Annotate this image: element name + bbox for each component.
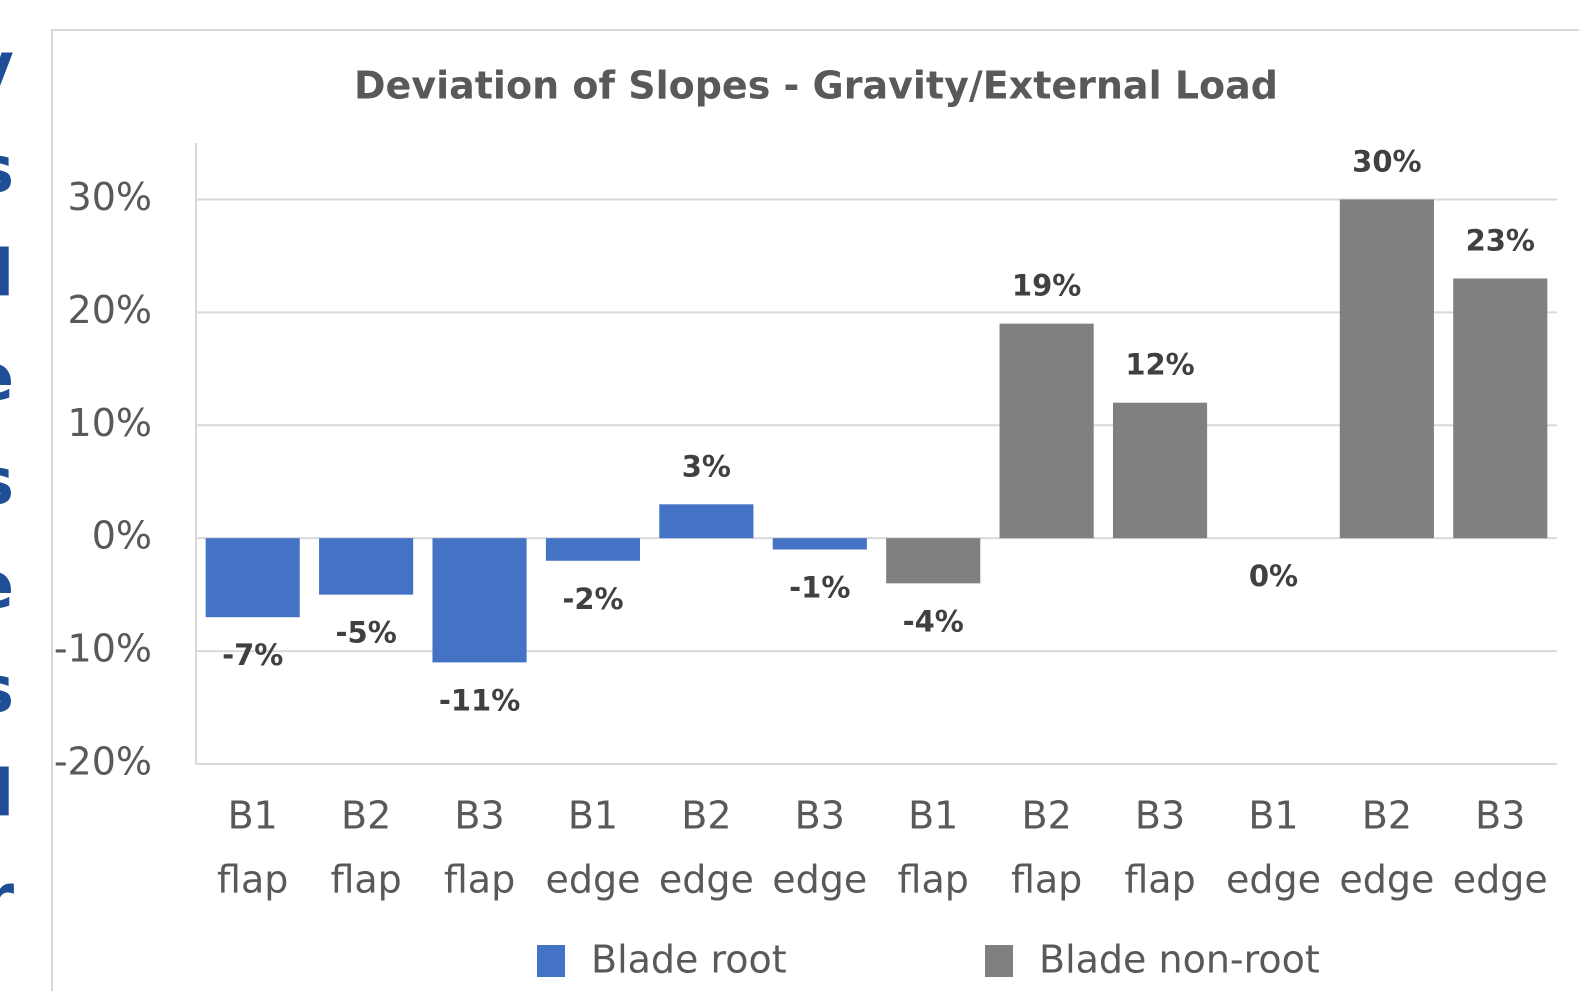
x-tick-label: edge <box>1339 858 1434 902</box>
x-tick-label: B3 <box>454 794 504 838</box>
side-text: s <box>0 654 14 728</box>
bar <box>432 538 527 663</box>
side-text: e <box>0 550 14 624</box>
y-tick-label: 0% <box>92 514 152 558</box>
y-tick-label: 10% <box>68 401 152 445</box>
bar <box>886 538 981 584</box>
side-text: r <box>0 862 14 936</box>
x-tick-label: flap <box>330 858 401 902</box>
value-label: -11% <box>439 683 520 717</box>
x-tick-label: B3 <box>1475 794 1525 838</box>
y-tick-label: -10% <box>54 627 152 671</box>
x-tick-label: edge <box>659 858 754 902</box>
x-tick-label: edge <box>1226 858 1321 902</box>
x-tick-label: B2 <box>1362 794 1412 838</box>
legend-swatch <box>537 945 565 977</box>
value-label: 12% <box>1125 348 1194 382</box>
value-label: -1% <box>789 570 850 604</box>
bar <box>205 538 300 618</box>
x-tick-label: edge <box>1453 858 1548 902</box>
value-label: -7% <box>222 638 283 672</box>
x-tick-label: flap <box>444 858 515 902</box>
value-label: -2% <box>562 582 623 616</box>
x-tick-label: flap <box>217 858 288 902</box>
x-tick-label: edge <box>772 858 867 902</box>
value-label: 19% <box>1012 269 1081 303</box>
side-text: e <box>0 342 14 416</box>
y-tick-label: 20% <box>68 288 152 332</box>
side-text: s <box>0 446 14 520</box>
chart-title: Deviation of Slopes - Gravity/External L… <box>354 64 1278 108</box>
legend-label: Blade root <box>591 938 787 982</box>
bar <box>772 538 867 550</box>
legend-swatch <box>985 945 1013 977</box>
bar <box>659 504 754 539</box>
value-label: 30% <box>1352 144 1421 178</box>
bar <box>545 538 641 561</box>
y-tick-label: -20% <box>54 740 152 784</box>
side-text: l <box>0 238 14 312</box>
x-tick-label: B2 <box>681 794 731 838</box>
bar <box>1453 278 1548 539</box>
x-tick-label: flap <box>898 858 969 902</box>
x-tick-label: edge <box>545 858 640 902</box>
x-tick-label: flap <box>1124 858 1195 902</box>
side-text: s <box>0 134 14 208</box>
x-tick-label: B1 <box>228 794 278 838</box>
value-label: 3% <box>682 449 731 483</box>
bar <box>1112 402 1208 539</box>
bar <box>999 323 1094 539</box>
x-tick-label: B1 <box>568 794 618 838</box>
x-tick-label: B1 <box>908 794 958 838</box>
x-tick-label: B3 <box>795 794 845 838</box>
side-text: y <box>0 30 14 104</box>
y-tick-label: 30% <box>68 175 152 219</box>
x-tick-label: flap <box>1011 858 1082 902</box>
x-tick-label: B2 <box>341 794 391 838</box>
value-label: 23% <box>1466 223 1535 257</box>
value-label: 0% <box>1249 559 1298 593</box>
legend-label: Blade non-root <box>1039 938 1320 982</box>
x-tick-label: B3 <box>1135 794 1185 838</box>
value-label: -5% <box>335 616 396 650</box>
bar <box>1339 199 1434 539</box>
x-tick-label: B2 <box>1022 794 1072 838</box>
value-label: -4% <box>903 604 964 638</box>
bar <box>319 538 414 595</box>
x-tick-label: B1 <box>1248 794 1298 838</box>
side-text: l <box>0 758 14 832</box>
chart-frame <box>51 29 1579 991</box>
